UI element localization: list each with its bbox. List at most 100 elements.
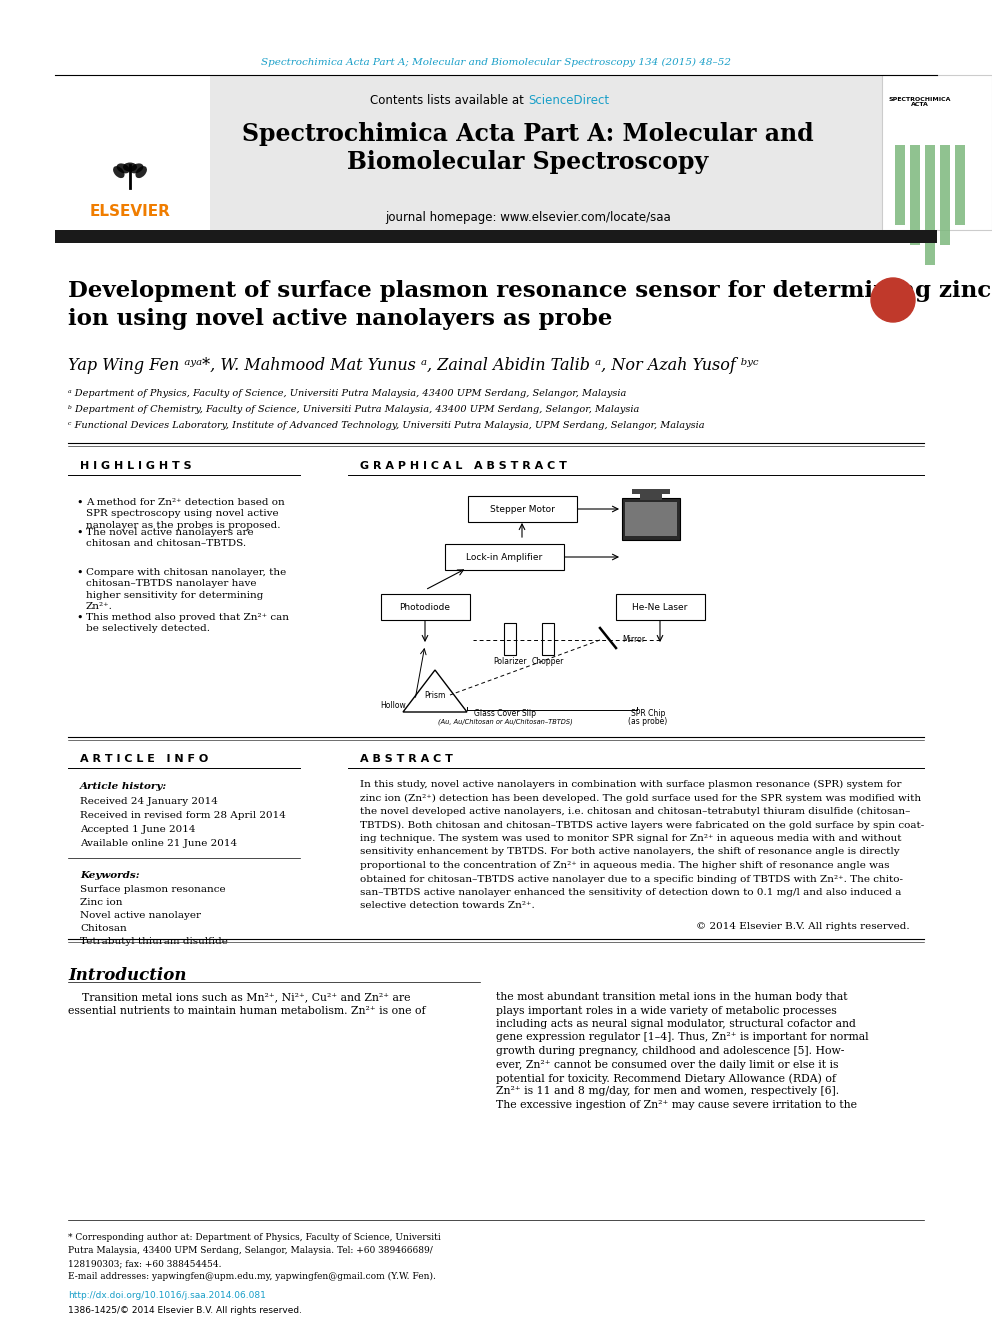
Text: Photodiode: Photodiode — [400, 602, 450, 611]
Text: Transition metal ions such as Mn²⁺, Ni²⁺, Cu²⁺ and Zn²⁺ are: Transition metal ions such as Mn²⁺, Ni²⁺… — [68, 992, 411, 1002]
Text: obtained for chitosan–TBTDS active nanolayer due to a specific binding of TBTDS : obtained for chitosan–TBTDS active nanol… — [360, 875, 903, 884]
Text: He-Ne Laser: He-Ne Laser — [632, 602, 687, 611]
Text: sensitivity enhancement by TBTDS. For both active nanolayers, the shift of reson: sensitivity enhancement by TBTDS. For bo… — [360, 848, 900, 856]
Text: Development of surface plasmon resonance sensor for determining zinc
ion using n: Development of surface plasmon resonance… — [68, 279, 991, 331]
Text: A R T I C L E   I N F O: A R T I C L E I N F O — [80, 754, 208, 763]
Text: G R A P H I C A L   A B S T R A C T: G R A P H I C A L A B S T R A C T — [360, 460, 566, 471]
Text: •: • — [76, 613, 82, 623]
Text: Hollow: Hollow — [380, 700, 406, 709]
Text: Yap Wing Fen ᵃʸᵃ*, W. Mahmood Mat Yunus ᵃ, Zainal Abidin Talib ᵃ, Nor Azah Yusof: Yap Wing Fen ᵃʸᵃ*, W. Mahmood Mat Yunus … — [68, 356, 759, 373]
FancyBboxPatch shape — [55, 75, 937, 230]
FancyBboxPatch shape — [940, 146, 950, 245]
Text: Keywords:: Keywords: — [80, 871, 140, 880]
FancyBboxPatch shape — [55, 230, 937, 243]
Text: SPECTROCHIMICA
ACTA: SPECTROCHIMICA ACTA — [889, 97, 951, 107]
Text: the most abundant transition metal ions in the human body that: the most abundant transition metal ions … — [496, 992, 847, 1002]
Text: Lock-in Amplifier: Lock-in Amplifier — [466, 553, 542, 561]
Text: Spectrochimica Acta Part A: Molecular and
Biomolecular Spectroscopy: Spectrochimica Acta Part A: Molecular an… — [242, 122, 813, 173]
Text: Chopper: Chopper — [532, 658, 564, 667]
Text: •: • — [76, 497, 82, 508]
FancyBboxPatch shape — [910, 146, 920, 245]
FancyBboxPatch shape — [504, 623, 516, 655]
FancyBboxPatch shape — [895, 146, 905, 225]
Text: Putra Malaysia, 43400 UPM Serdang, Selangor, Malaysia. Tel: +60 389466689/: Putra Malaysia, 43400 UPM Serdang, Selan… — [68, 1246, 433, 1256]
Text: http://dx.doi.org/10.1016/j.saa.2014.06.081: http://dx.doi.org/10.1016/j.saa.2014.06.… — [68, 1291, 266, 1301]
Text: Spectrochimica Acta Part A; Molecular and Biomolecular Spectroscopy 134 (2015) 4: Spectrochimica Acta Part A; Molecular an… — [261, 57, 731, 66]
FancyBboxPatch shape — [616, 594, 705, 620]
Text: ᶜ Functional Devices Laboratory, Institute of Advanced Technology, Universiti Pu: ᶜ Functional Devices Laboratory, Institu… — [68, 421, 704, 430]
Text: A B S T R A C T: A B S T R A C T — [360, 754, 453, 763]
Text: TBTDS). Both chitosan and chitosan–TBTDS active layers were fabricated on the go: TBTDS). Both chitosan and chitosan–TBTDS… — [360, 820, 925, 830]
FancyBboxPatch shape — [882, 75, 992, 230]
Text: Received in revised form 28 April 2014: Received in revised form 28 April 2014 — [80, 811, 286, 820]
Text: Tetrabutyl thiuram disulfide: Tetrabutyl thiuram disulfide — [80, 937, 228, 946]
Text: Available online 21 June 2014: Available online 21 June 2014 — [80, 839, 237, 848]
FancyBboxPatch shape — [625, 501, 677, 536]
Text: Article history:: Article history: — [80, 782, 168, 791]
Text: Chitosan: Chitosan — [80, 923, 127, 933]
Text: Polarizer: Polarizer — [493, 658, 527, 667]
Text: © 2014 Elsevier B.V. All rights reserved.: © 2014 Elsevier B.V. All rights reserved… — [696, 922, 910, 931]
FancyBboxPatch shape — [381, 594, 470, 620]
Text: Contents lists available at: Contents lists available at — [370, 94, 528, 106]
Text: plays important roles in a wide variety of metabolic processes: plays important roles in a wide variety … — [496, 1005, 836, 1016]
Ellipse shape — [117, 164, 130, 173]
Text: ing technique. The system was used to monitor SPR signal for Zn²⁺ in aqueous med: ing technique. The system was used to mo… — [360, 833, 902, 843]
Text: gene expression regulator [1–4]. Thus, Zn²⁺ is important for normal: gene expression regulator [1–4]. Thus, Z… — [496, 1032, 869, 1043]
Text: H I G H L I G H T S: H I G H L I G H T S — [80, 460, 191, 471]
Ellipse shape — [136, 167, 147, 179]
Circle shape — [871, 278, 915, 321]
Text: In this study, novel active nanolayers in combination with surface plasmon reson: In this study, novel active nanolayers i… — [360, 781, 902, 789]
Text: The excessive ingestion of Zn²⁺ may cause severe irritation to the: The excessive ingestion of Zn²⁺ may caus… — [496, 1099, 857, 1110]
Text: proportional to the concentration of Zn²⁺ in aqueous media. The higher shift of : proportional to the concentration of Zn²… — [360, 861, 890, 871]
Text: journal homepage: www.elsevier.com/locate/saa: journal homepage: www.elsevier.com/locat… — [385, 212, 671, 225]
FancyBboxPatch shape — [925, 146, 935, 265]
FancyBboxPatch shape — [55, 75, 210, 230]
Text: san–TBTDS active nanolayer enhanced the sensitivity of detection down to 0.1 mg/: san–TBTDS active nanolayer enhanced the … — [360, 888, 902, 897]
Text: •: • — [76, 528, 82, 538]
Text: The novel active nanolayers are
chitosan and chitosan–TBTDS.: The novel active nanolayers are chitosan… — [86, 528, 254, 549]
Text: ᵃ Department of Physics, Faculty of Science, Universiti Putra Malaysia, 43400 UP: ᵃ Department of Physics, Faculty of Scie… — [68, 389, 626, 397]
FancyBboxPatch shape — [622, 497, 680, 540]
Text: essential nutrients to maintain human metabolism. Zn²⁺ is one of: essential nutrients to maintain human me… — [68, 1005, 426, 1016]
Text: E-mail addresses: yapwingfen@upm.edu.my, yapwingfen@gmail.com (Y.W. Fen).: E-mail addresses: yapwingfen@upm.edu.my,… — [68, 1271, 435, 1281]
Text: 1386-1425/© 2014 Elsevier B.V. All rights reserved.: 1386-1425/© 2014 Elsevier B.V. All right… — [68, 1306, 302, 1315]
Text: Introduction: Introduction — [68, 967, 186, 984]
Ellipse shape — [130, 164, 144, 173]
Text: 128190303; fax: +60 388454454.: 128190303; fax: +60 388454454. — [68, 1259, 221, 1267]
Text: Mirror: Mirror — [622, 635, 645, 644]
Text: A method for Zn²⁺ detection based on
SPR spectroscopy using novel active
nanolay: A method for Zn²⁺ detection based on SPR… — [86, 497, 285, 531]
FancyBboxPatch shape — [632, 490, 670, 493]
Text: * Corresponding author at: Department of Physics, Faculty of Science, Universiti: * Corresponding author at: Department of… — [68, 1233, 440, 1242]
Text: ScienceDirect: ScienceDirect — [528, 94, 609, 106]
FancyBboxPatch shape — [955, 146, 965, 225]
Text: ever, Zn²⁺ cannot be consumed over the daily limit or else it is: ever, Zn²⁺ cannot be consumed over the d… — [496, 1060, 838, 1069]
Text: SPR Chip: SPR Chip — [631, 709, 666, 717]
Text: Surface plasmon resonance: Surface plasmon resonance — [80, 885, 225, 894]
Text: Compare with chitosan nanolayer, the
chitosan–TBTDS nanolayer have
higher sensit: Compare with chitosan nanolayer, the chi… — [86, 568, 287, 611]
Text: (Au, Au/Chitosan or Au/Chitosan–TBTDS): (Au, Au/Chitosan or Au/Chitosan–TBTDS) — [437, 718, 572, 725]
Text: Glass Cover Slip: Glass Cover Slip — [474, 709, 536, 717]
Text: This method also proved that Zn²⁺ can
be selectively detected.: This method also proved that Zn²⁺ can be… — [86, 613, 289, 634]
Text: Stepper Motor: Stepper Motor — [490, 504, 555, 513]
Text: potential for toxicity. Recommend Dietary Allowance (RDA) of: potential for toxicity. Recommend Dietar… — [496, 1073, 836, 1084]
Text: Novel active nanolayer: Novel active nanolayer — [80, 912, 201, 919]
Text: (as probe): (as probe) — [628, 717, 668, 726]
Text: growth during pregnancy, childhood and adolescence [5]. How-: growth during pregnancy, childhood and a… — [496, 1046, 844, 1056]
Ellipse shape — [113, 167, 125, 179]
Text: including acts as neural signal modulator, structural cofactor and: including acts as neural signal modulato… — [496, 1019, 856, 1029]
Text: zinc ion (Zn²⁺) detection has been developed. The gold surface used for the SPR : zinc ion (Zn²⁺) detection has been devel… — [360, 794, 922, 803]
Text: ᵇ Department of Chemistry, Faculty of Science, Universiti Putra Malaysia, 43400 : ᵇ Department of Chemistry, Faculty of Sc… — [68, 405, 640, 414]
Text: Prism: Prism — [425, 692, 445, 700]
Text: ELSEVIER: ELSEVIER — [89, 205, 171, 220]
Text: Received 24 January 2014: Received 24 January 2014 — [80, 796, 218, 806]
Text: Accepted 1 June 2014: Accepted 1 June 2014 — [80, 826, 195, 833]
Text: CrossMark: CrossMark — [872, 288, 914, 294]
Text: Zinc ion: Zinc ion — [80, 898, 122, 908]
FancyBboxPatch shape — [468, 496, 577, 523]
Text: the novel developed active nanolayers, i.e. chitosan and chitosan–tetrabutyl thi: the novel developed active nanolayers, i… — [360, 807, 911, 816]
Ellipse shape — [123, 163, 137, 172]
FancyBboxPatch shape — [445, 544, 564, 570]
FancyBboxPatch shape — [640, 492, 662, 500]
Text: selective detection towards Zn²⁺.: selective detection towards Zn²⁺. — [360, 901, 535, 910]
